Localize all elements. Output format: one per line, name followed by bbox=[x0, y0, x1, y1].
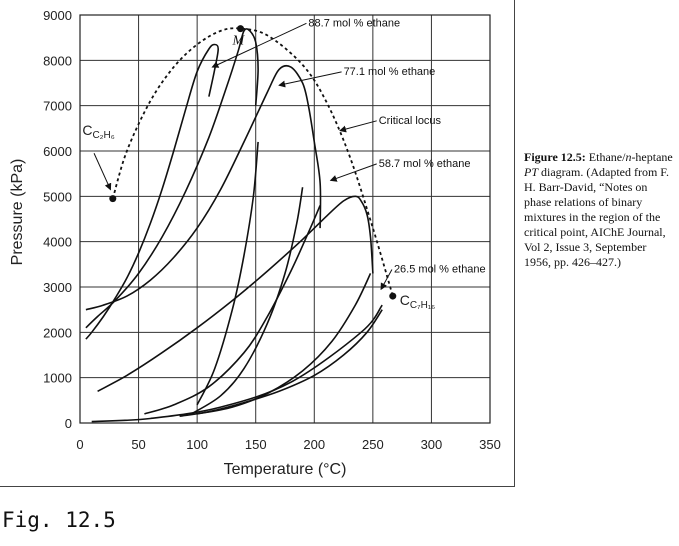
series-line-1 bbox=[85, 28, 259, 329]
x-axis-title: Temperature (°C) bbox=[224, 461, 347, 478]
ethane-component-label: CC₂H₆ bbox=[82, 122, 114, 141]
y-tick-label-1000: 1000 bbox=[43, 371, 72, 386]
series-line-3 bbox=[97, 195, 374, 393]
x-tick-label-350: 350 bbox=[479, 437, 501, 452]
arrow-88-7 bbox=[211, 22, 307, 68]
y-tick-label-6000: 6000 bbox=[43, 144, 72, 159]
x-tick-label-150: 150 bbox=[245, 437, 267, 452]
caption-italic-pt: PT bbox=[524, 165, 539, 179]
y-tick-label-2000: 2000 bbox=[43, 325, 72, 340]
critical-point-2 bbox=[389, 292, 397, 300]
annotation-label-1: 77.1 mol % ethane bbox=[344, 66, 436, 78]
critical-locus-line bbox=[111, 27, 394, 297]
y-tick-label-8000: 8000 bbox=[43, 53, 72, 68]
series-line-7 bbox=[190, 187, 304, 415]
series-lines bbox=[85, 25, 397, 423]
y-tick-label-5000: 5000 bbox=[43, 189, 72, 204]
annotation-label-3: 58.7 mol % ethane bbox=[379, 158, 471, 170]
caption-title: Figure 12.5: bbox=[524, 150, 586, 164]
x-tick-label-250: 250 bbox=[362, 437, 384, 452]
series-line-5 bbox=[196, 273, 372, 415]
caption-italic-n: n bbox=[625, 150, 632, 164]
series-line-0 bbox=[85, 43, 220, 340]
heptane-component-label: CC₇H₁₆ bbox=[400, 292, 435, 311]
arrow-58-7 bbox=[329, 163, 377, 182]
series-line-2 bbox=[85, 64, 322, 311]
x-tick-label-0: 0 bbox=[76, 437, 83, 452]
critical-point-label-1: M bbox=[231, 34, 245, 49]
critical-point-1 bbox=[236, 25, 244, 33]
series-line-4 bbox=[179, 309, 383, 417]
x-tick-label-200: 200 bbox=[303, 437, 325, 452]
figure-frame: 0 50 100 150 200 250 300 350 0 1000 2000 3000 4000 50… bbox=[0, 0, 515, 487]
y-tick-label-9000: 9000 bbox=[43, 8, 72, 23]
annotation-label-4: 26.5 mol % ethane bbox=[394, 263, 486, 275]
annotation-label-0: 88.7 mol % ethane bbox=[308, 17, 400, 29]
y-tick-label-4000: 4000 bbox=[43, 235, 72, 250]
y-tick-label-3000: 3000 bbox=[43, 280, 72, 295]
arrow-ethane bbox=[93, 153, 112, 191]
critical-point-0 bbox=[109, 195, 117, 203]
y-axis-title: Pressure (kPa) bbox=[9, 159, 26, 266]
arrow-77-1 bbox=[278, 71, 342, 88]
x-tick-label-50: 50 bbox=[131, 437, 145, 452]
caption-body-2: -heptane bbox=[631, 150, 673, 164]
x-tick-label-100: 100 bbox=[186, 437, 208, 452]
pt-diagram-chart: 0 50 100 150 200 250 300 350 0 1000 2000 3000 4000 50… bbox=[9, 8, 501, 478]
figure-caption: Figure 12.5: Ethane/n-heptane PT diagram… bbox=[524, 150, 674, 270]
annotation-label-2: Critical locus bbox=[379, 115, 442, 127]
x-tick-label-300: 300 bbox=[421, 437, 443, 452]
caption-body-3: diagram. (Adapted from F. H. Barr-David,… bbox=[524, 165, 670, 269]
caption-body-1: Ethane/ bbox=[585, 150, 626, 164]
series-line-8 bbox=[196, 141, 259, 406]
series-line-9 bbox=[91, 304, 383, 423]
series-line-6 bbox=[144, 205, 321, 415]
annotations: M 88.7 mol % ethane 77.1 mol % ethane Criti… bbox=[82, 17, 485, 311]
arrow-26-5 bbox=[380, 269, 393, 291]
plot-area-border bbox=[79, 14, 491, 424]
y-tick-label-7000: 7000 bbox=[43, 99, 72, 114]
y-tick-label-0: 0 bbox=[65, 416, 72, 431]
arrow-critical-locus bbox=[339, 120, 377, 133]
figure-number-label: Fig. 12.5 bbox=[2, 508, 116, 532]
axes: 0 50 100 150 200 250 300 350 0 1000 2000 3000 4000 50… bbox=[43, 8, 501, 452]
